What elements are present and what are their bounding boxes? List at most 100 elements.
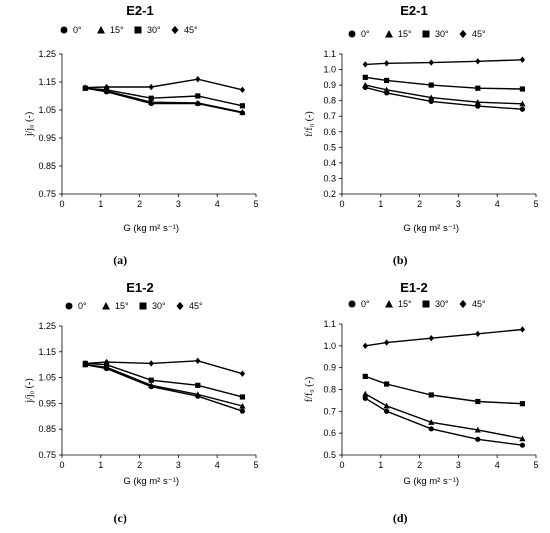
data-point-triangle — [474, 426, 481, 433]
data-point-triangle — [383, 402, 390, 409]
y-tick-label: 0.95 — [38, 133, 56, 143]
data-point-diamond — [384, 60, 390, 67]
y-tick-label: 0.75 — [38, 189, 56, 199]
legend-label: 15° — [398, 299, 412, 309]
x-tick-label: 5 — [533, 460, 538, 470]
legend-marker-triangle — [385, 300, 393, 308]
y-tick-label: 0.7 — [323, 111, 336, 121]
x-tick-label: 4 — [215, 460, 220, 470]
data-point-square — [148, 377, 154, 383]
x-tick-label: 3 — [456, 460, 461, 470]
data-point-diamond — [362, 342, 368, 350]
y-tick-label: 0.9 — [323, 363, 336, 373]
data-point-circle — [475, 436, 481, 442]
chart-title: E2-1 — [400, 3, 427, 18]
y-tick-label: 0.75 — [38, 450, 56, 460]
legend-label: 45° — [472, 299, 486, 309]
data-point-triangle — [148, 382, 155, 388]
data-point-diamond — [239, 86, 246, 94]
legend-label: 30° — [147, 25, 161, 35]
data-point-square — [239, 394, 246, 400]
y-axis-label: f/f₀ (-) — [304, 377, 315, 402]
data-point-diamond — [104, 358, 110, 366]
y-tick-label: 1.25 — [38, 321, 56, 331]
data-point-diamond — [148, 360, 154, 367]
y-tick-label: 1.25 — [38, 49, 56, 59]
y-axis-label: j/j₀ (-) — [24, 112, 35, 137]
data-point-circle — [519, 442, 526, 448]
data-point-triangle — [519, 435, 526, 442]
data-point-square — [475, 398, 481, 405]
panel-label: (d) — [393, 511, 408, 525]
x-tick-label: 5 — [253, 199, 258, 209]
y-tick-label: 0.85 — [38, 161, 56, 171]
data-point-square — [428, 392, 434, 398]
data-point-triangle — [239, 109, 246, 115]
x-axis-label: G (kg m² s⁻¹) — [403, 476, 459, 487]
data-point-square — [519, 401, 526, 407]
y-axis-label: j/j₀ (-) — [24, 378, 35, 403]
legend-label: 15° — [110, 25, 124, 35]
data-point-triangle — [428, 94, 435, 101]
x-axis-label: G (kg m² s⁻¹) — [123, 476, 179, 487]
x-tick-label: 1 — [98, 460, 103, 470]
chart-panel-4: E1-2 0° 15° 30° 45° 0.5 0.6 0.7 0.8 0.9 1.0 1.1 0 1 2 3… — [304, 280, 539, 525]
x-tick-label: 0 — [339, 199, 344, 209]
legend-marker-triangle — [97, 26, 105, 34]
x-tick-label: 3 — [176, 460, 181, 470]
y-tick-label: 1.0 — [323, 341, 336, 351]
x-tick-label: 0 — [59, 199, 64, 209]
data-point-diamond — [475, 58, 481, 65]
x-tick-label: 2 — [137, 460, 142, 470]
y-tick-label: 0.85 — [38, 424, 56, 434]
x-tick-label: 3 — [456, 199, 461, 209]
x-tick-label: 2 — [137, 199, 142, 209]
x-tick-label: 2 — [417, 199, 422, 209]
data-point-diamond — [384, 339, 390, 346]
x-tick-label: 4 — [495, 199, 500, 209]
data-point-square — [148, 95, 154, 101]
data-point-circle — [384, 408, 390, 414]
data-point-triangle — [428, 419, 435, 425]
data-point-triangle — [383, 86, 390, 93]
legend-marker-square — [422, 30, 430, 38]
data-point-circle — [428, 426, 434, 432]
legend-marker-triangle — [385, 30, 393, 38]
y-tick-label: 0.6 — [323, 127, 336, 137]
data-point-square — [195, 382, 201, 388]
x-tick-label: 4 — [215, 199, 220, 209]
data-point-diamond — [428, 334, 434, 342]
data-point-triangle — [194, 391, 201, 397]
legend-marker-diamond — [459, 299, 467, 309]
data-point-diamond — [104, 83, 110, 91]
chart-panel-1: E2-1 0° 15° 30° 45° 0.75 0.85 0.95 1.05 1.15 1.25 0… — [24, 3, 259, 267]
y-tick-label: 0.4 — [323, 158, 336, 168]
legend-marker-diamond — [171, 25, 179, 35]
y-tick-label: 0.95 — [38, 398, 56, 408]
legend-label: 0° — [361, 29, 370, 39]
x-tick-label: 1 — [378, 199, 383, 209]
legend-marker-diamond — [459, 29, 467, 39]
chart-panel-3: E1-2 0° 15° 30° 45° 0.75 0.85 0.95 1.05 1.15 1.25 0… — [24, 280, 259, 525]
legend-label: 0° — [78, 301, 87, 311]
y-tick-label: 0.8 — [323, 96, 336, 106]
panel-label: (a) — [113, 253, 127, 267]
legend-marker-square — [139, 302, 147, 310]
series-line-4 — [365, 328, 523, 347]
data-point-triangle — [362, 390, 369, 397]
chart-title: E1-2 — [400, 280, 427, 295]
data-point-triangle — [362, 82, 369, 88]
data-point-square — [362, 74, 368, 80]
y-tick-label: 0.6 — [323, 428, 336, 438]
y-tick-label: 0.2 — [323, 189, 336, 199]
chart-title: E2-1 — [126, 3, 153, 18]
chart-title: E1-2 — [126, 280, 153, 295]
data-point-diamond — [362, 61, 368, 68]
data-point-circle — [519, 106, 526, 112]
y-tick-label: 0.3 — [323, 173, 336, 183]
data-point-triangle — [148, 99, 155, 105]
panel-label: (b) — [393, 253, 408, 267]
series-line-1 — [364, 397, 523, 446]
data-point-diamond — [195, 76, 201, 83]
